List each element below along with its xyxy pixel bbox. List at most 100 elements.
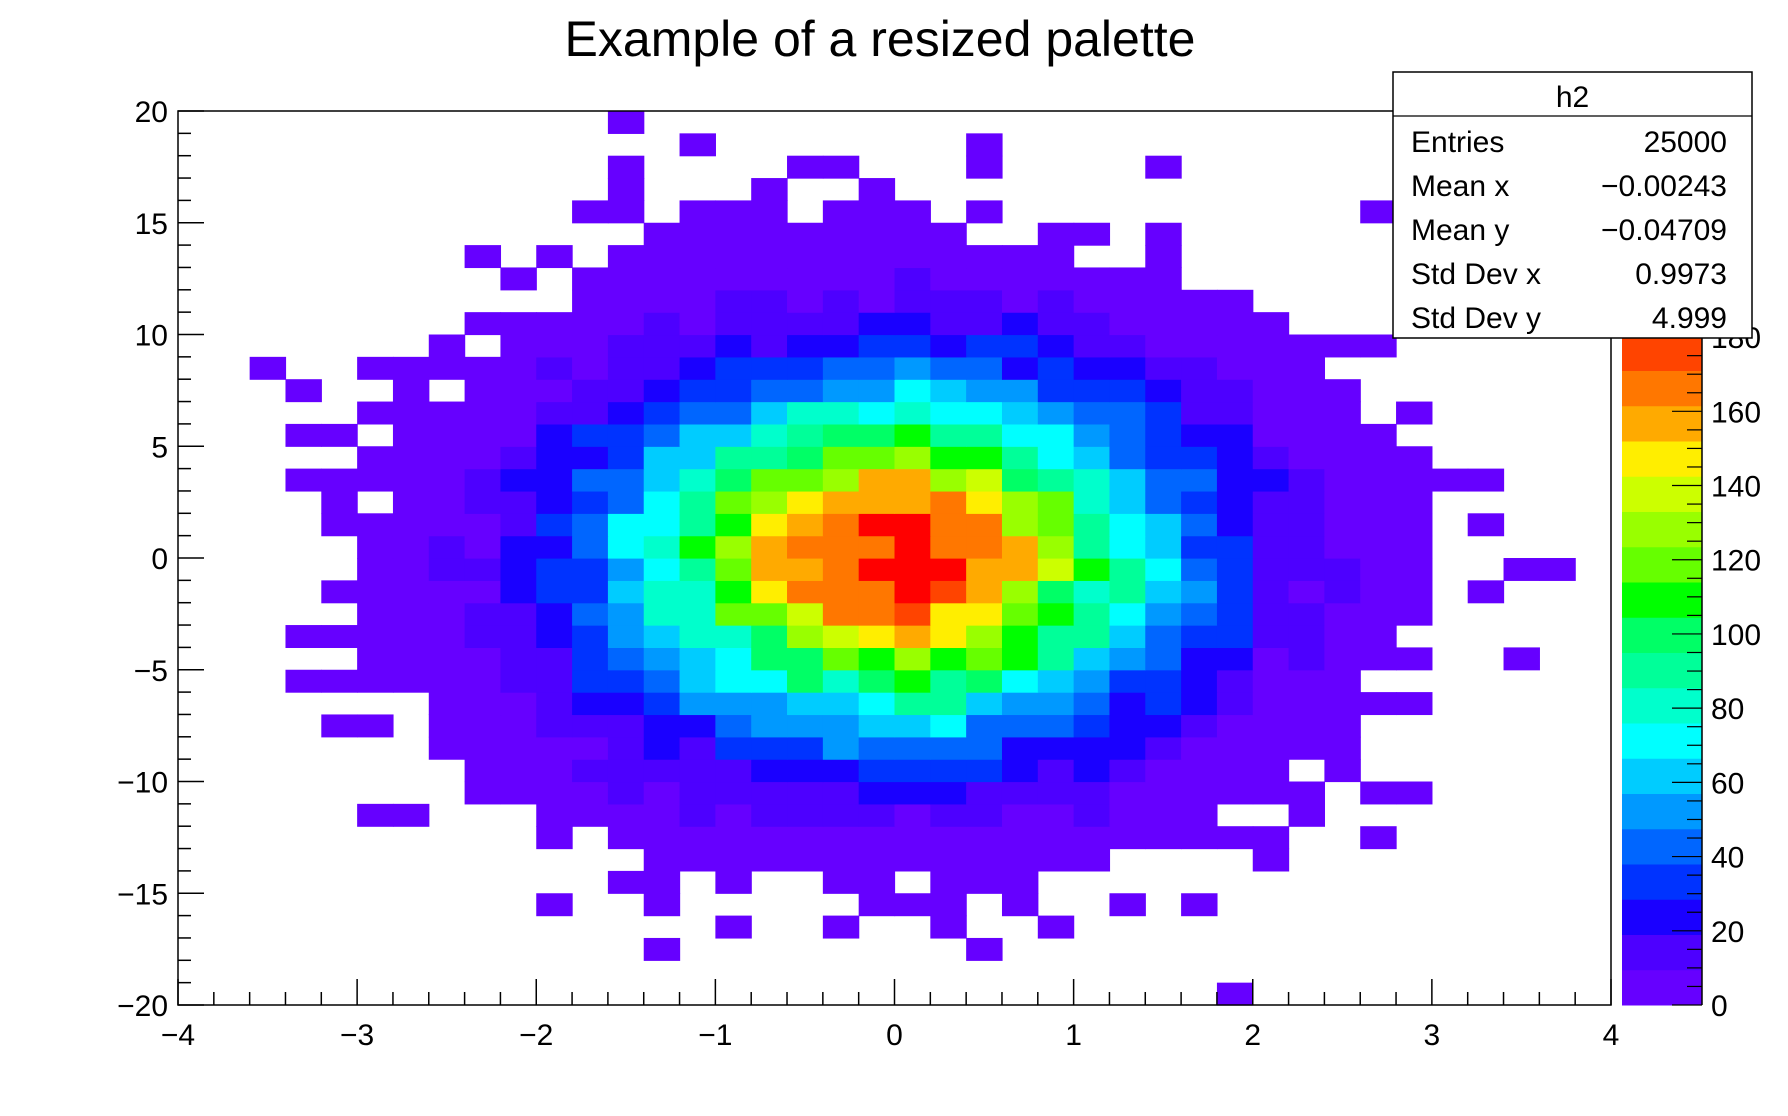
heatmap-cell	[823, 603, 859, 626]
heatmap-cell	[1324, 647, 1360, 670]
heatmap-cell	[787, 849, 823, 872]
heatmap-cell	[966, 558, 1002, 581]
heatmap-cell	[1038, 826, 1074, 849]
heatmap-cell	[1253, 357, 1289, 380]
palette-tick-label: 160	[1711, 396, 1761, 429]
heatmap-cell	[393, 469, 429, 492]
heatmap-cell	[644, 804, 680, 827]
heatmap-cell	[1002, 804, 1038, 827]
heatmap-cell	[1468, 580, 1504, 603]
heatmap-cell	[715, 782, 751, 805]
y-tick-label: −20	[117, 990, 168, 1023]
heatmap-cell	[823, 714, 859, 737]
heatmap-cell	[895, 759, 931, 782]
heatmap-cell	[1074, 357, 1110, 380]
heatmap-cell	[859, 402, 895, 425]
heatmap-cell	[680, 133, 716, 156]
heatmap-cell	[1109, 312, 1145, 335]
heatmap-cell	[572, 782, 608, 805]
heatmap-cell	[644, 290, 680, 313]
heatmap-cell	[1145, 245, 1181, 268]
heatmap-cell	[751, 200, 787, 223]
heatmap-cell	[680, 335, 716, 358]
heatmap-cell	[536, 469, 572, 492]
heatmap-cell	[966, 737, 1002, 760]
heatmap-cell	[930, 849, 966, 872]
heatmap-cell	[859, 245, 895, 268]
color-palette: 020406080100120140160180	[1622, 300, 1761, 1023]
chart-title: Example of a resized palette	[565, 11, 1196, 67]
heatmap-cell	[1002, 290, 1038, 313]
heatmap-cell	[930, 267, 966, 290]
heatmap-cell	[1145, 267, 1181, 290]
heatmap-cell	[285, 670, 321, 693]
heatmap-cell	[1145, 491, 1181, 514]
heatmap-cell	[823, 625, 859, 648]
heatmap-cell	[966, 536, 1002, 559]
heatmap-cell	[1324, 536, 1360, 559]
heatmap-cell	[1145, 804, 1181, 827]
heatmap-cell	[1324, 692, 1360, 715]
heatmap-cell	[966, 714, 1002, 737]
heatmap-cell	[895, 446, 931, 469]
heatmap-cell	[1217, 357, 1253, 380]
heatmap-cell	[1217, 312, 1253, 335]
heatmap-cell	[1074, 625, 1110, 648]
heatmap-cell	[1109, 737, 1145, 760]
heatmap-cell	[1038, 491, 1074, 514]
heatmap-cell	[787, 357, 823, 380]
heatmap-cell	[572, 200, 608, 223]
heatmap-cell	[393, 402, 429, 425]
heatmap-cell	[680, 379, 716, 402]
heatmap-cell	[1360, 782, 1396, 805]
heatmap-cell	[715, 558, 751, 581]
heatmap-cell	[500, 513, 536, 536]
heatmap-cell	[608, 469, 644, 492]
heatmap-cell	[608, 558, 644, 581]
heatmap-cell	[823, 312, 859, 335]
heatmap-cell	[895, 670, 931, 693]
heatmap-cell	[644, 893, 680, 916]
heatmap-cell	[1002, 759, 1038, 782]
heatmap-cell	[357, 670, 393, 693]
heatmap-cell	[1360, 826, 1396, 849]
heatmap-cell	[1181, 290, 1217, 313]
heatmap-cell	[1181, 558, 1217, 581]
heatmap-cell	[1145, 469, 1181, 492]
heatmap-cell	[680, 469, 716, 492]
heatmap-cell	[680, 782, 716, 805]
heatmap-cell	[751, 245, 787, 268]
heatmap-cell	[1002, 826, 1038, 849]
heatmap-cell	[285, 469, 321, 492]
heatmap-cell	[1145, 782, 1181, 805]
x-tick-label: −2	[519, 1019, 553, 1052]
heatmap-cell	[536, 580, 572, 603]
heatmap-cell	[751, 402, 787, 425]
heatmap-cell	[572, 692, 608, 715]
heatmap-cell	[1038, 424, 1074, 447]
heatmap-cell	[1181, 603, 1217, 626]
heatmap-cell	[1253, 714, 1289, 737]
heatmap-cell	[644, 335, 680, 358]
heatmap-cell	[1289, 603, 1325, 626]
heatmap-cell	[823, 692, 859, 715]
heatmap-cell	[823, 223, 859, 246]
heatmap-cell	[608, 156, 644, 179]
heatmap-cell	[644, 849, 680, 872]
heatmap-cell	[895, 782, 931, 805]
heatmap-cell	[859, 290, 895, 313]
heatmap-cell	[787, 513, 823, 536]
heatmap-cell	[357, 714, 393, 737]
heatmap-cell	[1074, 826, 1110, 849]
y-tick-label: 10	[135, 320, 168, 353]
y-tick-label: −15	[117, 878, 168, 911]
heatmap-cell	[1253, 424, 1289, 447]
heatmap-cell	[1181, 625, 1217, 648]
heatmap-cell	[465, 312, 501, 335]
heatmap-cell	[787, 446, 823, 469]
heatmap-cell	[1038, 759, 1074, 782]
heatmap-cell	[680, 290, 716, 313]
heatmap-cell	[859, 536, 895, 559]
heatmap-cell	[1253, 335, 1289, 358]
heatmap-cell	[1324, 580, 1360, 603]
